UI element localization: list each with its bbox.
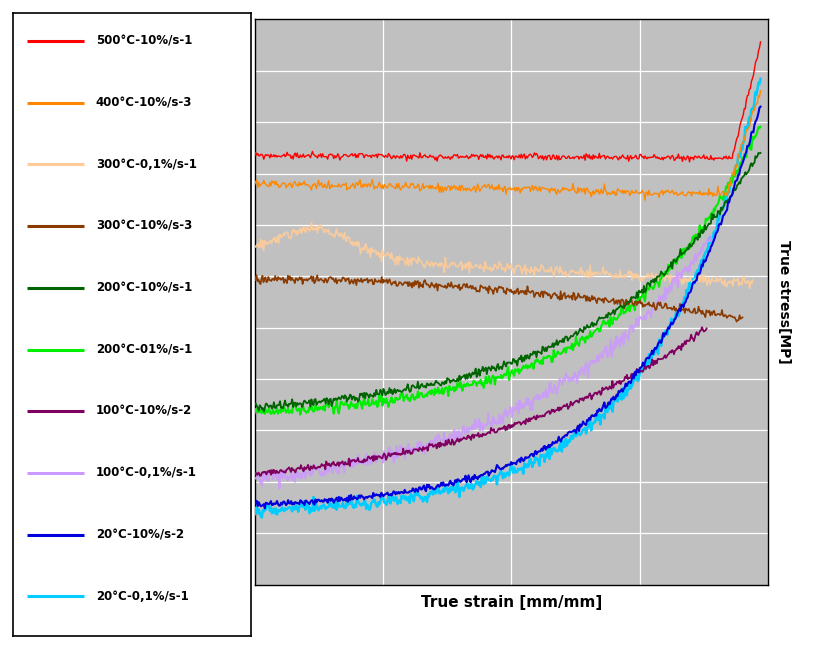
Text: 100°C-0,1%/s-1: 100°C-0,1%/s-1 <box>96 466 197 479</box>
X-axis label: True strain [mm/mm]: True strain [mm/mm] <box>421 595 602 610</box>
Text: 300°C-0,1%/s-1: 300°C-0,1%/s-1 <box>96 158 197 171</box>
Y-axis label: True stress[MP]: True stress[MP] <box>777 240 791 364</box>
Text: 100°C-10%/s-2: 100°C-10%/s-2 <box>96 405 192 418</box>
Text: 20°C-0,1%/s-1: 20°C-0,1%/s-1 <box>96 590 189 603</box>
Text: 200°C-01%/s-1: 200°C-01%/s-1 <box>96 343 192 356</box>
Text: 500°C-10%/s-1: 500°C-10%/s-1 <box>96 34 192 47</box>
Text: 300°C-10%/s-3: 300°C-10%/s-3 <box>96 220 192 233</box>
Text: 400°C-10%/s-3: 400°C-10%/s-3 <box>96 96 192 109</box>
Text: 200°C-10%/s-1: 200°C-10%/s-1 <box>96 282 192 295</box>
Text: 20°C-10%/s-2: 20°C-10%/s-2 <box>96 528 184 541</box>
